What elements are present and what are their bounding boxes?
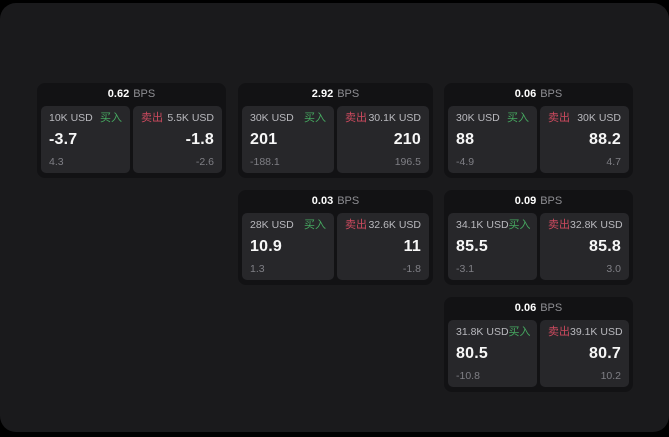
buy-price: 85.5 [456, 238, 488, 256]
buy-price: 201 [250, 131, 278, 149]
quote-body: 34.1K USD 买入 85.5 -3.1 卖出 32.8K USD 85.8… [444, 213, 633, 285]
sell-amount: 39.1K USD [570, 326, 623, 339]
sell-amount: 30.1K USD [368, 112, 421, 125]
quote-card-3: 0.06 BPS 30K USD 买入 88 -4.9 卖出 30K USD 8… [444, 83, 633, 178]
bps-value: 0.09 [514, 195, 537, 207]
sell-price: 210 [393, 131, 421, 149]
bps-value: 0.62 [107, 88, 130, 100]
quote-body: 30K USD 买入 201 -188.1 卖出 30.1K USD 210 1… [238, 106, 433, 178]
bps-header: 0.03 BPS [238, 190, 433, 213]
sell-change: 196.5 [394, 155, 421, 168]
quote-body: 31.8K USD 买入 80.5 -10.8 卖出 39.1K USD 80.… [444, 320, 633, 392]
buy-change: -3.1 [456, 262, 475, 275]
buy-tag: 买入 [100, 112, 122, 124]
bps-unit-label: BPS [337, 195, 360, 207]
sell-panel[interactable]: 卖出 30.1K USD 210 196.5 [337, 106, 429, 173]
bps-unit-label: BPS [133, 88, 156, 100]
sell-panel[interactable]: 卖出 32.6K USD 11 -1.8 [337, 213, 429, 280]
bps-value: 0.06 [514, 88, 537, 100]
buy-price: 88 [456, 131, 475, 149]
buy-tag: 买入 [304, 112, 326, 124]
buy-amount: 30K USD [456, 112, 500, 125]
sell-change: -1.8 [402, 262, 421, 275]
quote-card-2: 2.92 BPS 30K USD 买入 201 -188.1 卖出 30.1K … [238, 83, 433, 178]
sell-price: -1.8 [185, 131, 214, 149]
quote-body: 30K USD 买入 88 -4.9 卖出 30K USD 88.2 4.7 [444, 106, 633, 178]
buy-change: -4.9 [456, 155, 475, 168]
bps-unit-label: BPS [540, 195, 563, 207]
buy-amount: 31.8K USD [456, 326, 509, 339]
sell-price: 88.2 [589, 131, 621, 149]
buy-panel[interactable]: 34.1K USD 买入 85.5 -3.1 [448, 213, 537, 280]
buy-change: -188.1 [250, 155, 280, 168]
sell-tag: 卖出 [345, 112, 367, 124]
quote-body: 10K USD 买入 -3.7 4.3 卖出 5.5K USD -1.8 -2.… [37, 106, 226, 178]
sell-panel[interactable]: 卖出 39.1K USD 80.7 10.2 [540, 320, 629, 387]
buy-panel[interactable]: 28K USD 买入 10.9 1.3 [242, 213, 334, 280]
sell-price: 11 [403, 238, 421, 256]
sell-amount: 32.6K USD [368, 219, 421, 232]
buy-tag: 买入 [508, 219, 531, 231]
sell-amount: 5.5K USD [167, 112, 214, 125]
buy-price: -3.7 [49, 131, 78, 149]
quote-card-1: 0.62 BPS 10K USD 买入 -3.7 4.3 卖出 5.5K USD… [37, 83, 226, 178]
bps-value: 0.03 [311, 195, 334, 207]
app-window: 0.62 BPS 10K USD 买入 -3.7 4.3 卖出 5.5K USD… [0, 3, 669, 432]
buy-tag: 买入 [508, 326, 531, 338]
quote-card-4: 0.03 BPS 28K USD 买入 10.9 1.3 卖出 32.6K US… [238, 190, 433, 285]
bps-header: 2.92 BPS [238, 83, 433, 106]
quote-card-6: 0.06 BPS 31.8K USD 买入 80.5 -10.8 卖出 39.1… [444, 297, 633, 392]
buy-tag: 买入 [304, 219, 326, 231]
buy-price: 80.5 [456, 345, 488, 363]
quote-card-5: 0.09 BPS 34.1K USD 买入 85.5 -3.1 卖出 32.8K… [444, 190, 633, 285]
sell-panel[interactable]: 卖出 30K USD 88.2 4.7 [540, 106, 629, 173]
buy-amount: 28K USD [250, 219, 294, 232]
buy-panel[interactable]: 10K USD 买入 -3.7 4.3 [41, 106, 130, 173]
sell-amount: 32.8K USD [570, 219, 623, 232]
bps-unit-label: BPS [337, 88, 360, 100]
bps-value: 0.06 [514, 302, 537, 314]
bps-unit-label: BPS [540, 302, 563, 314]
buy-change: 1.3 [250, 262, 265, 275]
bps-header: 0.09 BPS [444, 190, 633, 213]
buy-change: 4.3 [49, 155, 64, 168]
quote-body: 28K USD 买入 10.9 1.3 卖出 32.6K USD 11 -1.8 [238, 213, 433, 285]
bps-header: 0.06 BPS [444, 83, 633, 106]
sell-tag: 卖出 [548, 219, 570, 231]
buy-amount: 34.1K USD [456, 219, 509, 232]
sell-change: -2.6 [195, 155, 214, 168]
sell-price: 80.7 [589, 345, 621, 363]
bps-header: 0.06 BPS [444, 297, 633, 320]
sell-panel[interactable]: 卖出 5.5K USD -1.8 -2.6 [133, 106, 222, 173]
sell-price: 85.8 [589, 238, 621, 256]
sell-change: 10.2 [600, 369, 621, 382]
buy-panel[interactable]: 31.8K USD 买入 80.5 -10.8 [448, 320, 537, 387]
buy-tag: 买入 [507, 112, 529, 124]
sell-panel[interactable]: 卖出 32.8K USD 85.8 3.0 [540, 213, 629, 280]
bps-value: 2.92 [311, 88, 334, 100]
sell-change: 3.0 [606, 262, 621, 275]
buy-amount: 10K USD [49, 112, 93, 125]
sell-tag: 卖出 [141, 112, 163, 124]
buy-panel[interactable]: 30K USD 买入 201 -188.1 [242, 106, 334, 173]
buy-amount: 30K USD [250, 112, 294, 125]
sell-tag: 卖出 [548, 326, 570, 338]
buy-price: 10.9 [250, 238, 282, 256]
bps-unit-label: BPS [540, 88, 563, 100]
sell-tag: 卖出 [345, 219, 367, 231]
sell-tag: 卖出 [548, 112, 570, 124]
sell-change: 4.7 [606, 155, 621, 168]
buy-panel[interactable]: 30K USD 买入 88 -4.9 [448, 106, 537, 173]
bps-header: 0.62 BPS [37, 83, 226, 106]
sell-amount: 30K USD [577, 112, 621, 125]
buy-change: -10.8 [456, 369, 480, 382]
